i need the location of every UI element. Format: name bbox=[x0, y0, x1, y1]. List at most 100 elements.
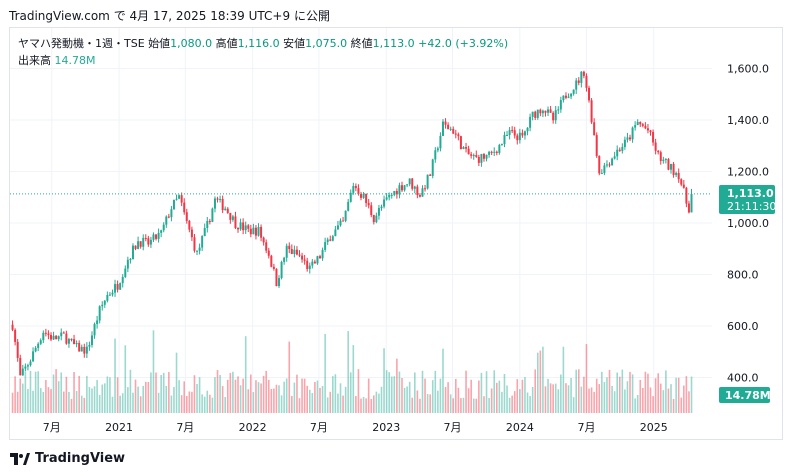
candle-body bbox=[467, 148, 470, 155]
candle-body bbox=[393, 190, 396, 195]
candle-body bbox=[439, 135, 442, 149]
candle-body bbox=[490, 151, 493, 153]
volume-bar bbox=[165, 385, 168, 413]
candle-body bbox=[465, 147, 468, 149]
candle-body bbox=[52, 335, 55, 340]
price-tag-countdown: 21:11:30 bbox=[727, 200, 776, 213]
volume-bar bbox=[24, 371, 27, 413]
candle-body bbox=[426, 174, 429, 189]
candle-body bbox=[62, 332, 65, 334]
candle-body bbox=[659, 152, 662, 161]
candle-body bbox=[37, 343, 40, 349]
candle-body bbox=[75, 343, 78, 345]
candle-body bbox=[295, 249, 298, 255]
candle-body bbox=[303, 259, 306, 261]
volume-bar bbox=[70, 398, 73, 413]
volume-bar bbox=[606, 377, 608, 413]
candle-body bbox=[49, 334, 52, 340]
candle-body bbox=[582, 71, 585, 76]
candle-body bbox=[334, 229, 337, 237]
volume-bar bbox=[677, 377, 680, 413]
volume-bar bbox=[137, 386, 139, 413]
candle-body bbox=[244, 225, 247, 231]
volume-bar bbox=[265, 370, 268, 413]
candle-body bbox=[124, 268, 127, 277]
candle-body bbox=[265, 242, 268, 251]
volume-bar bbox=[262, 375, 265, 413]
volume-bar bbox=[321, 386, 324, 413]
candle-body bbox=[39, 340, 42, 344]
volume-bar bbox=[583, 376, 585, 413]
candle-body bbox=[172, 199, 175, 210]
brand-footer[interactable]: TradingView bbox=[10, 451, 125, 466]
candle-body bbox=[29, 361, 32, 366]
volume-bar bbox=[170, 395, 173, 413]
volume-bar bbox=[385, 370, 388, 413]
volume-bar bbox=[580, 386, 583, 413]
volume-bar bbox=[549, 383, 552, 413]
candle-body bbox=[511, 130, 514, 132]
candle-body bbox=[85, 346, 88, 354]
candle-body bbox=[644, 125, 647, 129]
candle-body bbox=[34, 348, 37, 352]
candle-body bbox=[216, 198, 219, 200]
candle-body bbox=[541, 110, 544, 114]
candle-body bbox=[413, 186, 416, 189]
volume-bar bbox=[554, 383, 557, 413]
volume-bar bbox=[273, 388, 275, 413]
candle-body bbox=[500, 144, 503, 146]
candle-body bbox=[142, 237, 145, 247]
volume-bar bbox=[621, 369, 624, 413]
candle-body bbox=[131, 245, 134, 260]
volume-bar bbox=[109, 377, 111, 413]
candle-body bbox=[126, 259, 129, 269]
candle-body bbox=[629, 137, 632, 140]
volume-bar bbox=[662, 390, 665, 413]
candle-body bbox=[139, 241, 142, 247]
candle-body bbox=[339, 220, 342, 226]
volume-bar bbox=[178, 380, 180, 413]
volume-bar bbox=[672, 398, 675, 413]
volume-bar bbox=[452, 398, 455, 413]
candle-body bbox=[408, 178, 411, 185]
candle-body bbox=[252, 227, 255, 235]
volume-bar bbox=[444, 386, 447, 413]
candle-body bbox=[621, 146, 624, 151]
volume-bar bbox=[411, 397, 414, 413]
published-label: に公開 bbox=[293, 9, 330, 23]
volume-bar bbox=[506, 385, 508, 413]
volume-bar bbox=[175, 352, 178, 413]
volume-bar bbox=[150, 372, 152, 413]
volume-bar bbox=[547, 378, 549, 413]
volume-bar bbox=[68, 391, 70, 413]
price-tick-label: 800.0 bbox=[727, 268, 759, 281]
volume-bar bbox=[191, 391, 193, 413]
volume-bar bbox=[442, 348, 444, 413]
candle-body bbox=[108, 294, 111, 296]
candle-body bbox=[239, 222, 242, 230]
price-axis[interactable]: 400.0 600.0 800.0 1,000.0 1,200.0 1,400.0 1,60… bbox=[727, 63, 769, 385]
volume-bar bbox=[465, 370, 467, 413]
volume-bar bbox=[644, 371, 647, 413]
candle-body bbox=[652, 131, 655, 143]
volume-bar bbox=[567, 385, 570, 413]
candle-body bbox=[595, 135, 598, 156]
candle-body bbox=[516, 135, 519, 141]
volume-bar bbox=[139, 396, 142, 413]
volume-bar bbox=[314, 381, 316, 413]
candle-body bbox=[531, 111, 534, 117]
volume-bar bbox=[618, 376, 621, 413]
candle-body bbox=[380, 206, 383, 209]
symbol-label[interactable]: ヤマハ発動機・1週・TSE bbox=[18, 37, 145, 50]
volume-bar bbox=[316, 380, 319, 413]
candle-body bbox=[367, 203, 370, 206]
volume-bar bbox=[585, 344, 588, 413]
volume-bar bbox=[665, 370, 667, 413]
time-axis[interactable]: 7月 2021 7月 2022 7月 2023 7月 2024 7月 2025 bbox=[43, 421, 668, 434]
volume-bar bbox=[683, 385, 685, 413]
volume-bar bbox=[60, 372, 63, 413]
candle-body bbox=[431, 159, 434, 176]
volume-bar bbox=[193, 375, 196, 413]
volume-bar bbox=[96, 380, 98, 413]
